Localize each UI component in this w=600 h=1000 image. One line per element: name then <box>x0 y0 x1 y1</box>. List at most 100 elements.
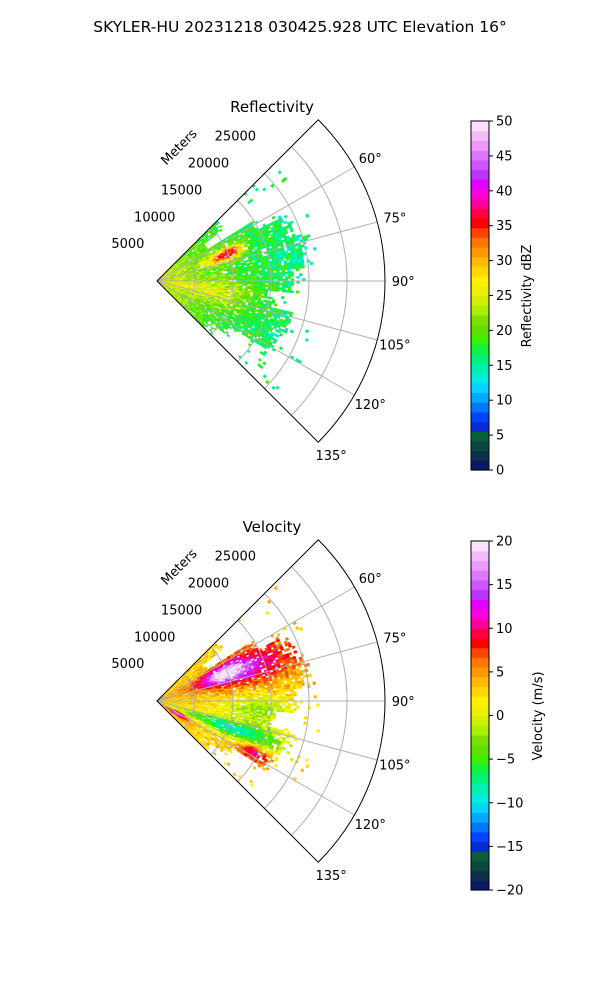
reflectivity-colorbar-segment <box>471 314 489 326</box>
reflectivity-data-cell <box>299 273 303 277</box>
velocity-data-cell <box>263 683 268 687</box>
reflectivity-range-tick-label: 10000 <box>134 210 175 225</box>
velocity-data-cell <box>273 585 279 591</box>
reflectivity-data-cell <box>221 268 225 271</box>
reflectivity-colorbar-segment <box>471 169 489 180</box>
reflectivity-data-cell <box>254 187 259 192</box>
reflectivity-colorbar-segment <box>471 198 489 209</box>
velocity-data-cell <box>306 662 310 667</box>
reflectivity-range-tick-label: 20000 <box>188 157 229 172</box>
reflectivity-data-cell <box>287 276 292 279</box>
reflectivity-data-cell <box>279 287 283 290</box>
reflectivity-data-cell <box>262 277 266 280</box>
reflectivity-data-cell <box>209 323 213 328</box>
reflectivity-colorbar-segment <box>471 276 489 287</box>
reflectivity-data-cell <box>222 283 226 285</box>
reflectivity-colorbar-segment <box>471 324 489 335</box>
reflectivity-data-cell <box>225 330 229 335</box>
reflectivity-data-cell <box>247 282 252 285</box>
reflectivity-data-cell <box>182 277 186 279</box>
reflectivity-colorbar-segment <box>471 421 489 432</box>
reflectivity-data-cell <box>184 285 189 287</box>
velocity-data-cell <box>301 682 305 687</box>
velocity-data-cell <box>295 685 300 690</box>
reflectivity-data-cell <box>190 278 195 281</box>
reflectivity-data-cell <box>264 267 268 270</box>
velocity-data-cell <box>190 696 195 699</box>
reflectivity-azimuth-tick-label: 120° <box>355 398 386 413</box>
velocity-data-cell <box>299 672 304 676</box>
reflectivity-data-cell <box>295 268 300 272</box>
reflectivity-colorbar-tick-label: 50 <box>496 115 513 130</box>
reflectivity-data-cell <box>279 276 283 280</box>
reflectivity-data-cell <box>284 267 288 271</box>
reflectivity-data-cell <box>280 258 284 262</box>
reflectivity-colorbar-segment <box>471 460 489 471</box>
reflectivity-colorbar-segment <box>471 150 489 161</box>
reflectivity-data-cell <box>228 326 233 330</box>
reflectivity-data-cell <box>289 266 294 270</box>
reflectivity-data-cell <box>262 275 266 278</box>
reflectivity-data-cell <box>264 274 269 278</box>
reflectivity-data-cell <box>276 282 280 286</box>
reflectivity-colorbar-segment <box>471 373 489 384</box>
reflectivity-data-cell <box>284 276 289 279</box>
reflectivity-data-cell <box>304 329 310 334</box>
velocity-data-cell <box>184 696 189 698</box>
reflectivity-data-cell <box>273 284 277 288</box>
reflectivity-azimuth-tick-label: 60° <box>359 152 382 167</box>
reflectivity-range-tick-label: 15000 <box>161 183 202 198</box>
reflectivity-data-cell <box>304 337 309 343</box>
reflectivity-azimuth-tick-label: 135° <box>315 449 346 464</box>
reflectivity-data-cell <box>247 269 251 272</box>
reflectivity-data-cell <box>228 278 232 280</box>
reflectivity-data-cell <box>218 228 223 233</box>
reflectivity-data-cell <box>216 221 220 225</box>
reflectivity-data-cell <box>233 278 237 280</box>
reflectivity-data-cell <box>276 272 280 275</box>
reflectivity-colorbar-segment <box>471 343 489 355</box>
reflectivity-data-cell <box>270 183 275 189</box>
reflectivity-range-tick-label: 25000 <box>215 130 256 145</box>
reflectivity-data-cell <box>243 297 247 301</box>
velocity-data-cell <box>286 647 291 652</box>
reflectivity-data-cell <box>284 289 288 293</box>
reflectivity-data-cell <box>206 322 210 327</box>
reflectivity-data-cell <box>254 298 259 301</box>
reflectivity-data-cell <box>185 283 189 286</box>
reflectivity-data-cell <box>306 234 311 239</box>
reflectivity-colorbar-segment <box>471 363 489 374</box>
reflectivity-data-cell <box>262 282 266 285</box>
reflectivity-data-cell <box>275 385 280 390</box>
reflectivity-colorbar-segment <box>471 121 489 132</box>
reflectivity-colorbar-segment <box>471 237 489 248</box>
velocity-data-cell <box>182 697 186 699</box>
reflectivity-colorbar-tick-label: 5 <box>496 429 504 444</box>
velocity-data-cell <box>265 611 270 616</box>
reflectivity-data-cell <box>283 220 288 225</box>
velocity-data-cell <box>218 691 223 694</box>
reflectivity-colorbar-segment <box>471 392 489 403</box>
reflectivity-colorbar-segment <box>471 353 489 364</box>
velocity-data-cell <box>255 682 259 686</box>
reflectivity-data-cell <box>258 266 262 269</box>
velocity-data-cell <box>233 691 237 694</box>
reflectivity-colorbar-segment <box>471 247 489 258</box>
reflectivity-data-cell <box>249 198 254 203</box>
reflectivity-data-cell <box>272 268 277 272</box>
reflectivity-data-cell <box>259 273 263 276</box>
reflectivity-data-cell <box>271 385 276 391</box>
reflectivity-data-cell <box>247 287 252 290</box>
velocity-data-cell <box>284 637 289 642</box>
velocity-data-cell <box>232 685 236 688</box>
velocity-data-cell <box>297 664 302 669</box>
velocity-data-cell <box>222 696 226 698</box>
reflectivity-colorbar-tick-label: 40 <box>496 184 513 199</box>
reflectivity-data-cell <box>259 277 263 280</box>
figure-title: SKYLER-HU 20231218 030425.928 UTC Elevat… <box>93 18 507 36</box>
reflectivity-title: Reflectivity <box>230 98 314 116</box>
reflectivity-data-cell <box>196 278 200 280</box>
reflectivity-data-cell <box>289 228 294 233</box>
velocity-title: Velocity <box>243 518 302 536</box>
reflectivity-data-cell <box>276 274 280 278</box>
